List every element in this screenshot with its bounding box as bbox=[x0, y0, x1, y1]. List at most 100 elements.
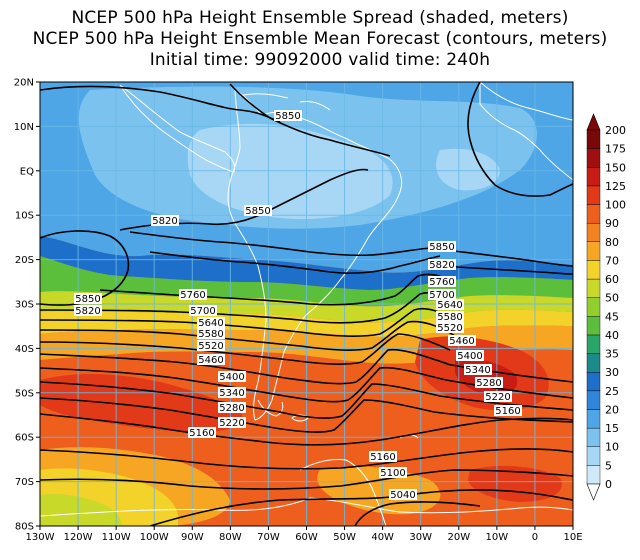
contour-label: 5700 bbox=[189, 305, 217, 317]
colorbar-swatch bbox=[586, 222, 601, 242]
svg-text:5220: 5220 bbox=[219, 418, 244, 429]
contour-label: 5280 bbox=[218, 402, 246, 414]
contour-label: 5820 bbox=[74, 305, 102, 317]
colorbar-tick-label: 45 bbox=[605, 310, 619, 323]
contour-label: 5850 bbox=[428, 241, 456, 253]
svg-text:5760: 5760 bbox=[180, 290, 205, 301]
svg-text:5340: 5340 bbox=[219, 388, 244, 399]
svg-text:5400: 5400 bbox=[219, 372, 244, 383]
contour-line bbox=[439, 395, 573, 411]
svg-text:5160: 5160 bbox=[370, 452, 395, 463]
contour-label: 5220 bbox=[218, 417, 246, 429]
contour-line bbox=[229, 83, 391, 157]
contour-line bbox=[40, 448, 573, 470]
colorbar-tick-label: 10 bbox=[605, 441, 619, 454]
lon-tick-label: 60W bbox=[295, 532, 318, 543]
colorbar-swatch bbox=[586, 334, 601, 354]
colorbar-tick-label: 125 bbox=[605, 180, 626, 193]
colorbar-tick-label: 40 bbox=[605, 329, 619, 342]
svg-text:5040: 5040 bbox=[390, 490, 415, 501]
contour-line bbox=[99, 273, 456, 306]
colorbar-tick-label: 175 bbox=[605, 143, 626, 156]
contour-labels: 5850585058205850582058505820576057005640… bbox=[74, 110, 522, 501]
coast-tierra-del-fuego bbox=[257, 399, 284, 417]
contour-label: 5460 bbox=[448, 335, 476, 347]
contour-label: 5520 bbox=[436, 322, 464, 334]
svg-text:5520: 5520 bbox=[437, 323, 462, 334]
colorbar-tick-label: 35 bbox=[605, 348, 619, 361]
contour-label: 5340 bbox=[218, 387, 246, 399]
contour-label: 5400 bbox=[456, 350, 484, 362]
shading-south-yellow bbox=[40, 494, 122, 526]
svg-text:5850: 5850 bbox=[275, 111, 300, 122]
colorbar-tick-label: 90 bbox=[605, 217, 619, 230]
colorbar-swatch bbox=[586, 297, 601, 317]
lat-tick-label: 80S bbox=[15, 522, 34, 533]
colorbar-tick-label: 20 bbox=[605, 403, 619, 416]
coast-central-america bbox=[119, 84, 235, 173]
colorbar-tick-label: 50 bbox=[605, 292, 619, 305]
coast-antarctic-peninsula bbox=[299, 459, 387, 526]
contour-label: 5700 bbox=[428, 289, 456, 301]
contour-label: 5160 bbox=[494, 405, 522, 417]
colorbar: 0 5 10 15 20 25 30 35 40 45 50 60 70 80 90 100 125 150 175… bbox=[586, 113, 626, 501]
colorbar-tick-label: 15 bbox=[605, 422, 619, 435]
colorbar-tick-label: 0 bbox=[605, 478, 612, 491]
svg-text:5580: 5580 bbox=[198, 329, 223, 340]
lat-tick-label: 50S bbox=[15, 388, 34, 399]
svg-text:5850: 5850 bbox=[75, 294, 100, 305]
colorbar-tick-label: 60 bbox=[605, 273, 619, 286]
svg-text:5280: 5280 bbox=[476, 378, 501, 389]
lat-tick-label: 40S bbox=[15, 344, 34, 355]
svg-text:5460: 5460 bbox=[198, 355, 223, 366]
colorbar-tick-label: 80 bbox=[605, 236, 619, 249]
colorbar-swatch bbox=[586, 278, 601, 298]
coast-antarctica bbox=[40, 497, 573, 517]
contour-label: 5160 bbox=[188, 427, 216, 439]
contour-line bbox=[40, 469, 573, 490]
colorbar-swatch bbox=[586, 260, 601, 280]
lon-tick-label: 100W bbox=[140, 532, 169, 543]
colorbar-swatch bbox=[586, 372, 601, 392]
lon-tick-label: 110W bbox=[102, 532, 131, 543]
contour-label: 5850 bbox=[74, 293, 102, 305]
contour-label: 5580 bbox=[436, 311, 464, 323]
coastlines bbox=[40, 82, 573, 526]
colorbar-swatch bbox=[586, 241, 601, 261]
lon-tick-label: 50W bbox=[333, 532, 356, 543]
coast-south-america bbox=[227, 89, 403, 421]
svg-text:5700: 5700 bbox=[429, 290, 454, 301]
colorbar-tick-label: 200 bbox=[605, 124, 626, 137]
contour-line bbox=[40, 85, 281, 123]
colorbar-swatch bbox=[586, 465, 601, 485]
contour-label: 5760 bbox=[179, 289, 207, 301]
colorbar-overflow-arrow bbox=[586, 113, 601, 131]
lat-tick-label: 20N bbox=[14, 78, 34, 89]
svg-text:5160: 5160 bbox=[495, 406, 520, 417]
contour-line bbox=[40, 381, 441, 419]
title-line-1: NCEP 500 hPa Height Ensemble Spread (sha… bbox=[71, 8, 569, 28]
contour-line bbox=[445, 379, 573, 399]
svg-text:5700: 5700 bbox=[190, 306, 215, 317]
colorbar-tick-label: 5 bbox=[605, 459, 612, 472]
svg-text:5850: 5850 bbox=[245, 206, 270, 217]
contour-label: 5820 bbox=[151, 215, 179, 227]
contour-line bbox=[40, 291, 456, 324]
contour-label: 5640 bbox=[197, 317, 225, 329]
contour-line bbox=[40, 366, 447, 403]
svg-text:5640: 5640 bbox=[437, 300, 462, 311]
colorbar-tick-label: 30 bbox=[605, 366, 619, 379]
contour-line bbox=[445, 363, 573, 383]
lon-tick-label: 10E bbox=[563, 532, 582, 543]
lat-tick-label: EQ bbox=[20, 166, 34, 177]
contour-line bbox=[433, 411, 573, 423]
lat-tick-label: 70S bbox=[15, 477, 34, 488]
svg-text:5100: 5100 bbox=[380, 468, 405, 479]
colorbar-swatch bbox=[586, 353, 601, 373]
svg-text:5760: 5760 bbox=[429, 277, 454, 288]
contour-label: 5640 bbox=[436, 299, 464, 311]
contour-line bbox=[40, 320, 456, 351]
lon-tick-label: 80W bbox=[219, 532, 242, 543]
contour-label: 5520 bbox=[197, 340, 225, 352]
title-line-3: Initial time: 99092000 valid time: 240h bbox=[149, 50, 491, 70]
